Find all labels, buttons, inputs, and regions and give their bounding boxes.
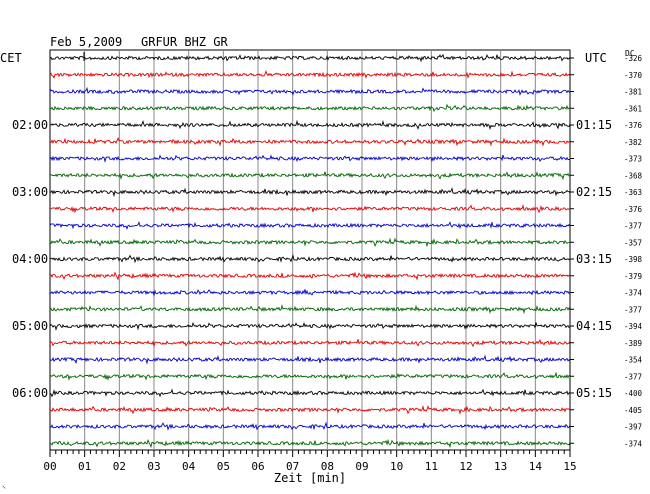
dc-offset-label: -382 — [624, 138, 642, 147]
dc-header: DC — [625, 49, 635, 58]
dc-offset-label: -373 — [624, 155, 642, 164]
seismic-trace — [49, 154, 571, 164]
dc-offset-label: -400 — [624, 389, 643, 398]
left-time-label: 06:00 — [12, 386, 48, 400]
x-tick-label: 02 — [113, 460, 126, 473]
seismic-trace — [49, 404, 571, 415]
grid-lines — [84, 50, 536, 450]
dc-offset-label: -377 — [624, 222, 642, 231]
dc-offset-label: -326 — [624, 54, 643, 63]
dc-offset-label: -405 — [624, 406, 642, 415]
dc-offset-label: -361 — [624, 104, 642, 113]
x-tick-label: 09 — [355, 460, 368, 473]
dc-offset-label: -357 — [624, 238, 642, 247]
seismic-trace — [49, 136, 571, 147]
left-time-label: 02:00 — [12, 118, 48, 132]
seismic-trace — [49, 339, 571, 348]
seismic-trace — [49, 53, 571, 63]
x-tick-label: 15 — [563, 460, 576, 473]
seismic-trace — [49, 321, 571, 331]
seismic-trace — [49, 421, 571, 431]
dc-offset-label: -374 — [624, 289, 643, 298]
right-zone-label: UTC — [585, 51, 607, 65]
seismic-trace — [49, 271, 571, 281]
x-tick-label: 03 — [147, 460, 160, 473]
corner-mark: ⸜ — [2, 481, 6, 490]
right-time-label: 03:15 — [576, 252, 612, 266]
dc-offset-label: -379 — [624, 272, 642, 281]
dc-offset-label: -370 — [624, 71, 643, 80]
left-time-label: 05:00 — [12, 319, 48, 333]
seismic-trace — [49, 221, 571, 230]
seismic-trace — [49, 103, 571, 113]
dc-offset-label: -376 — [624, 205, 643, 214]
seismic-trace — [49, 86, 571, 96]
dc-offset-label: -397 — [624, 423, 642, 432]
x-tick-label: 04 — [182, 460, 196, 473]
dc-offset-label: -377 — [624, 372, 642, 381]
seismic-trace — [49, 354, 571, 365]
seismic-trace — [49, 254, 571, 264]
seismic-trace — [49, 119, 571, 130]
right-time-label: 04:15 — [576, 319, 612, 333]
x-tick-label: 01 — [78, 460, 91, 473]
plot-frame — [49, 49, 571, 451]
x-tick-label: 11 — [425, 460, 438, 473]
right-time-label: 02:15 — [576, 185, 612, 199]
dc-offset-label: -368 — [624, 171, 643, 180]
dc-offset-label: -377 — [624, 305, 642, 314]
dc-offset-label: -398 — [624, 255, 643, 264]
dc-offset-label: -354 — [624, 356, 643, 365]
x-tick-label: 10 — [390, 460, 403, 473]
trace-group — [49, 52, 571, 449]
seismic-trace — [49, 171, 571, 181]
seismic-trace — [49, 438, 571, 449]
dc-offset-label: -394 — [624, 322, 643, 331]
x-tick-label: 06 — [251, 460, 264, 473]
dc-offset-label: -376 — [624, 121, 643, 130]
seismic-trace — [49, 237, 571, 248]
date-title: Feb 5,2009 — [50, 35, 122, 49]
x-axis-ticks: 00 01 02 03 04 05 06 07 08 09 10 11 12 13 14 15 — [43, 450, 577, 473]
seismic-trace — [49, 204, 571, 214]
seismic-trace — [49, 304, 571, 315]
station-title: GRFUR BHZ GR — [141, 35, 228, 49]
left-zone-label: CET — [0, 51, 22, 65]
x-tick-label: 13 — [494, 460, 507, 473]
dc-offset-label: -363 — [624, 188, 642, 197]
left-time-label: 03:00 — [12, 185, 48, 199]
x-tick-label: 05 — [217, 460, 230, 473]
seismic-trace — [49, 187, 571, 198]
x-tick-label: 00 — [43, 460, 56, 473]
x-tick-label: 07 — [286, 460, 299, 473]
dc-offset-labels: -326 -370 -381 -361 -376 -382 -373 -368 -363 -376… — [570, 54, 643, 448]
right-time-label: 01:15 — [576, 118, 612, 132]
left-time-label: 04:00 — [12, 252, 48, 266]
dc-offset-label: -389 — [624, 339, 642, 348]
seismic-trace — [49, 371, 571, 381]
seismic-trace — [49, 388, 571, 398]
right-time-label: 05:15 — [576, 386, 612, 400]
x-tick-label: 12 — [459, 460, 472, 473]
dc-offset-label: -381 — [624, 88, 642, 97]
x-axis-label: Zeit [min] — [274, 471, 346, 485]
seismic-trace — [49, 69, 571, 79]
x-tick-label: 08 — [321, 460, 334, 473]
time-labels: 02:00 03:00 04:00 05:00 06:00 01:15 02:15 03:15… — [12, 118, 612, 400]
x-tick-label: 14 — [529, 460, 543, 473]
seismic-trace — [49, 289, 571, 297]
dc-offset-label: -374 — [624, 439, 643, 448]
